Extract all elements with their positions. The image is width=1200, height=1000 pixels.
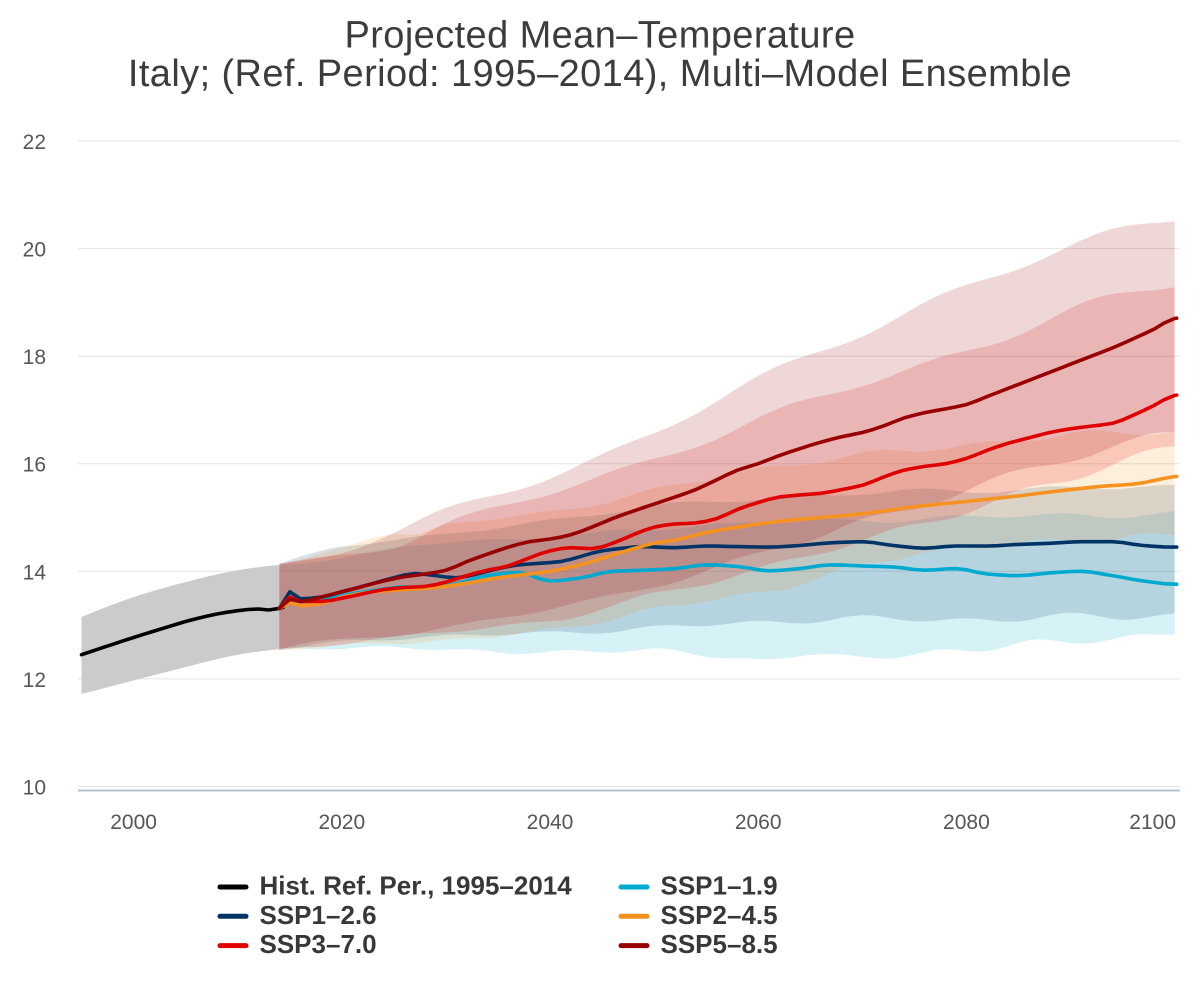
- svg-text:Hist. Ref. Per., 1995–2014: Hist. Ref. Per., 1995–2014: [260, 871, 573, 901]
- svg-text:22: 22: [23, 131, 46, 154]
- svg-text:SSP1–2.6: SSP1–2.6: [260, 900, 377, 930]
- svg-text:2100: 2100: [1129, 811, 1176, 834]
- svg-text:10: 10: [23, 777, 46, 800]
- svg-text:2080: 2080: [943, 811, 990, 834]
- svg-text:16: 16: [23, 454, 46, 477]
- svg-text:2020: 2020: [318, 811, 365, 834]
- svg-text:SSP2–4.5: SSP2–4.5: [661, 900, 778, 930]
- svg-text:Italy; (Ref. Period: 1995–2014: Italy; (Ref. Period: 1995–2014), Multi–M…: [128, 53, 1072, 95]
- svg-text:SSP3–7.0: SSP3–7.0: [260, 929, 377, 959]
- svg-text:12: 12: [23, 669, 46, 692]
- svg-text:2000: 2000: [110, 811, 157, 834]
- svg-text:14: 14: [23, 561, 47, 584]
- svg-text:SSP1–1.9: SSP1–1.9: [661, 871, 778, 901]
- svg-text:18: 18: [23, 346, 46, 369]
- svg-text:2040: 2040: [527, 811, 574, 834]
- svg-text:20: 20: [23, 239, 46, 262]
- svg-text:2060: 2060: [735, 811, 782, 834]
- svg-text:Projected Mean–Temperature: Projected Mean–Temperature: [344, 15, 855, 57]
- svg-text:SSP5–8.5: SSP5–8.5: [661, 929, 778, 959]
